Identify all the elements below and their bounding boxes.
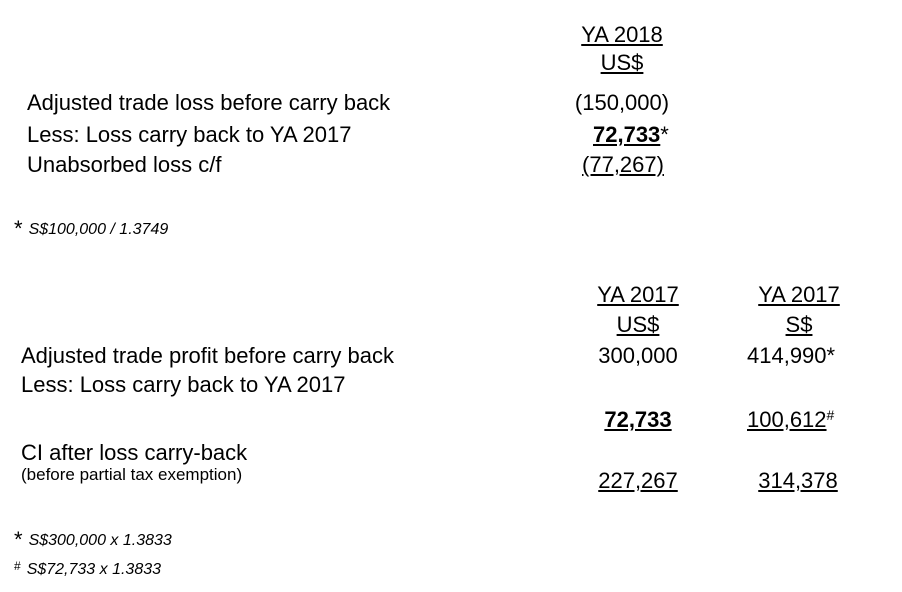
- table2-row-value: 300,000: [598, 343, 678, 368]
- table1-row-value: (77,267): [582, 152, 664, 177]
- footnote-symbol: *: [14, 527, 23, 552]
- footnote-text: S$72,733 x 1.3833: [26, 561, 162, 578]
- table1-carryback-mark: *: [660, 122, 669, 147]
- table2-carryback-sgd: 100,612: [747, 407, 827, 432]
- table2-row-value: 100,612#: [747, 407, 834, 433]
- table1-col-year-header: YA 2018: [581, 22, 663, 47]
- table1-col-currency-header: US$: [600, 50, 644, 75]
- table2-col1-currency-header: US$: [616, 312, 660, 337]
- table2-profit-sgd: 414,990: [747, 343, 827, 368]
- table2-row-label: CI after loss carry-back: [21, 440, 248, 465]
- table2-footnote: * S$300,000 x 1.3833: [14, 527, 172, 552]
- table2-row-value: 414,990*: [747, 343, 835, 369]
- table2-row-label: Adjusted trade profit before carry back: [21, 343, 394, 368]
- table1-footnote: * S$100,000 / 1.3749: [14, 216, 169, 241]
- table1-carryback-value: 72,733: [593, 122, 661, 147]
- table2-row-value: 227,267: [598, 468, 678, 493]
- table2-row-value: 314,378: [758, 468, 838, 493]
- table2-row-sublabel: (before partial tax exemption): [21, 465, 243, 484]
- footnote-text: S$100,000 / 1.3749: [28, 221, 169, 238]
- table2-row-value: 72,733: [604, 407, 672, 432]
- table2-col1-year-header: YA 2017: [597, 282, 679, 307]
- footnote-symbol: #: [14, 559, 21, 573]
- table1-row-label: Adjusted trade loss before carry back: [27, 90, 391, 115]
- table1-row-value: (150,000): [574, 90, 670, 115]
- table1-row-label: Unabsorbed loss c/f: [27, 152, 222, 177]
- table2-col2-currency-header: S$: [785, 312, 813, 337]
- table2-carryback-mark: #: [826, 407, 835, 423]
- table1-row-label: Less: Loss carry back to YA 2017: [27, 122, 352, 147]
- footnote-symbol: *: [14, 216, 23, 241]
- table1-row-value: 72,733*: [593, 122, 669, 148]
- footnote-text: S$300,000 x 1.3833: [28, 532, 172, 549]
- table2-profit-mark: *: [826, 343, 836, 368]
- table2-col2-year-header: YA 2017: [758, 282, 840, 307]
- table2-row-label: Less: Loss carry back to YA 2017: [21, 372, 346, 397]
- table2-footnote: # S$72,733 x 1.3833: [14, 556, 161, 580]
